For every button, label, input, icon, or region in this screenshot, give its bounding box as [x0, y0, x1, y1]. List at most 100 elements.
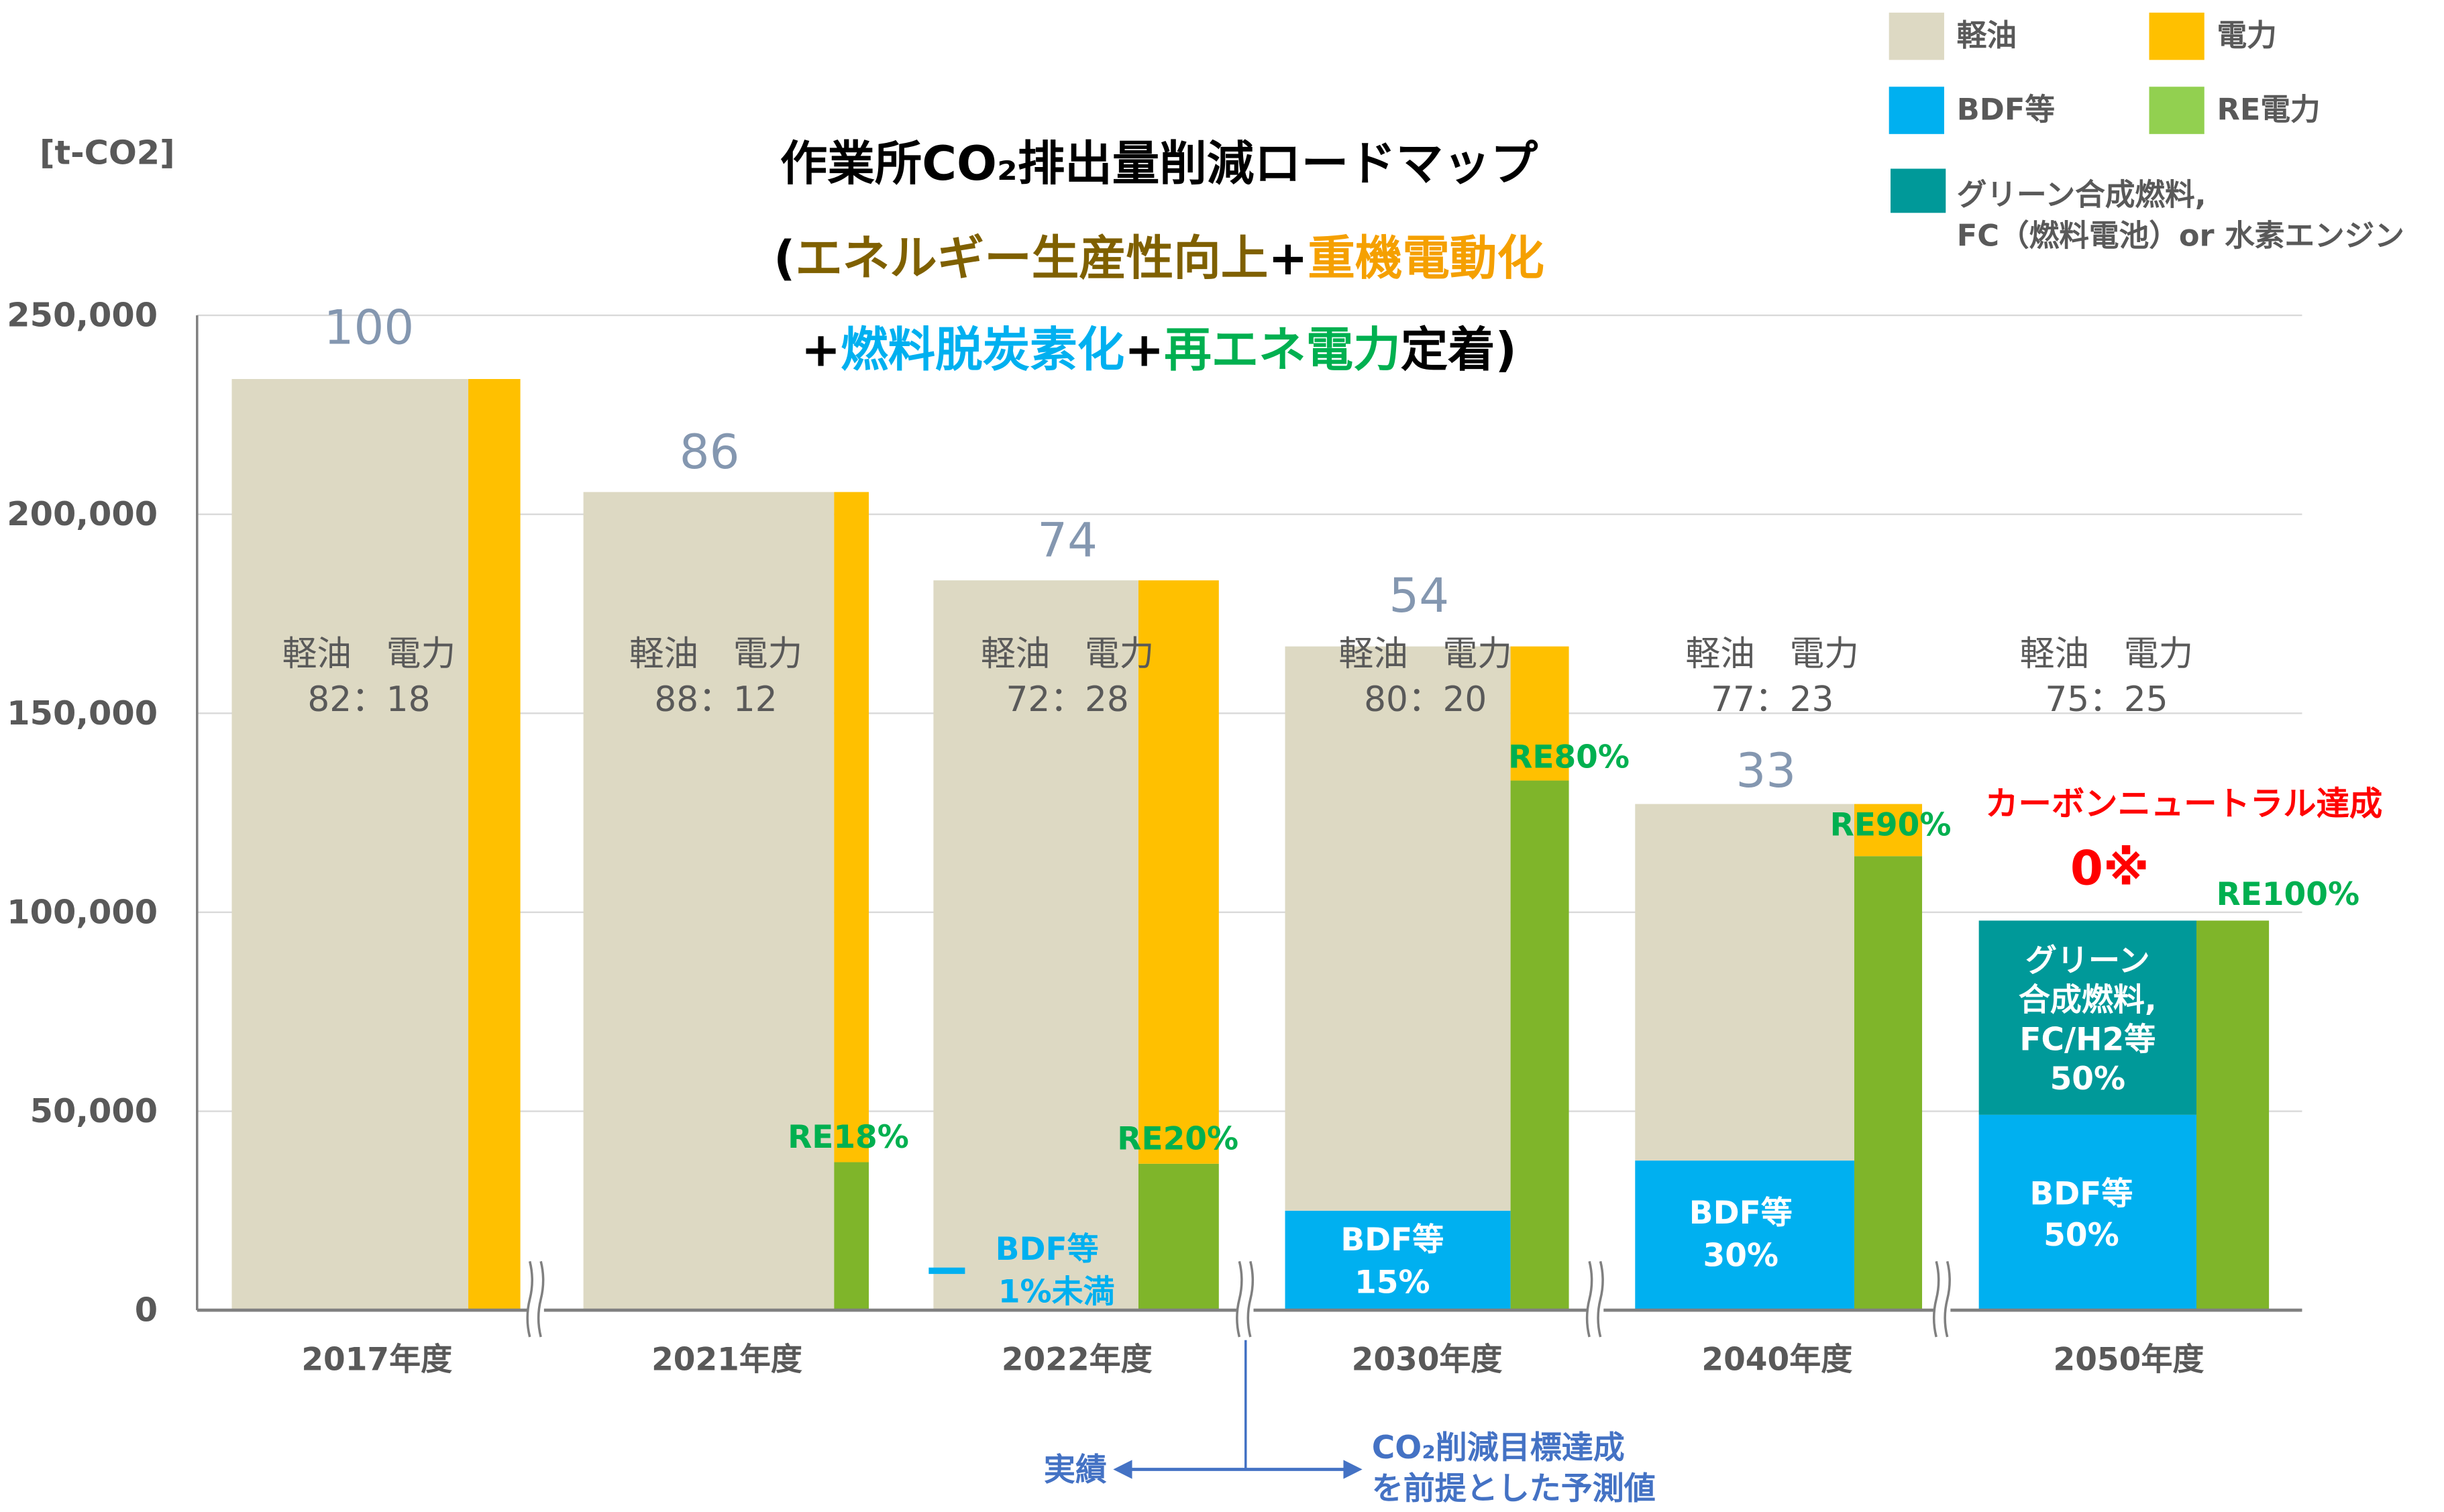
- bar-re-electricity: [1510, 780, 1569, 1311]
- legend-label-synth-2: FC（燃料電池）or 水素エンジン: [1957, 219, 2404, 254]
- bar-electricity: [468, 379, 521, 1311]
- axis-break-gap: [1587, 1305, 1604, 1315]
- timeline-divider: 実績 CO₂削減目標達成 を前提とした予測値: [1044, 1340, 1656, 1507]
- bar-re-electricity: [1138, 1163, 1219, 1311]
- x-tick-label: 2017年度: [301, 1341, 452, 1378]
- ratio-header: 軽油 電力: [1338, 634, 1511, 674]
- synth-label: 50%: [2050, 1061, 2126, 1097]
- re-label: RE100%: [2217, 876, 2360, 913]
- bar-re-electricity: [1854, 856, 1923, 1311]
- ratio-value: 88：12: [654, 680, 777, 720]
- bar-diesel: [1285, 646, 1511, 1211]
- x-tick-label: 2040年度: [1701, 1341, 1852, 1378]
- bar-electricity: [1138, 580, 1219, 1164]
- synth-label: FC/H2等: [2019, 1021, 2156, 1058]
- y-tick-label: 0: [135, 1291, 158, 1330]
- axis-break-icon: [1236, 1260, 1243, 1338]
- carbon-neutral-value: 0※: [2070, 841, 2149, 896]
- bar-electricity: [1854, 804, 1923, 857]
- y-tick-label: 250,000: [7, 296, 158, 335]
- bdf-labels: BDF等 1%未満 BDF等 15% BDF等 30% BDF等 50% グリー…: [928, 942, 2157, 1310]
- legend-label-diesel: 軽油: [1957, 18, 2017, 53]
- axis-break-gap: [1238, 1305, 1254, 1315]
- bar-electricity: [1510, 646, 1569, 781]
- axis-break-icon: [537, 1260, 545, 1338]
- axis-break-gap: [1934, 1305, 1951, 1315]
- bar-re-electricity: [834, 1162, 869, 1311]
- legend: 軽油 電力 BDF等 RE電力 グリーン合成燃料, FC（燃料電池）or 水素エ…: [1889, 12, 2404, 254]
- re-label: RE90%: [1830, 807, 1952, 844]
- carbon-neutral-text: カーボンニュートラル達成: [1985, 784, 2382, 823]
- bar-diesel: [583, 492, 835, 1311]
- ratio-value: 72：28: [1006, 680, 1129, 720]
- axis-break-icon: [1246, 1260, 1255, 1338]
- arrow-left-icon: [1113, 1460, 1132, 1479]
- y-tick-label: 200,000: [7, 494, 158, 533]
- legend-label-synth: グリーン合成燃料,: [1957, 178, 2207, 213]
- bar-re-electricity: [2196, 920, 2270, 1311]
- bdf-label: BDF等: [1689, 1195, 1793, 1232]
- title-line3: +燃料脱炭素化+再エネ電力定着): [801, 322, 1517, 377]
- arrow-right-icon: [1343, 1460, 1363, 1479]
- carbon-neutral-note: カーボンニュートラル達成 0※: [1985, 784, 2382, 896]
- legend-label-re: RE電力: [2217, 93, 2321, 127]
- synth-label: グリーン: [2025, 942, 2150, 979]
- actual-label: 実績: [1044, 1452, 1107, 1489]
- forecast-label-2: を前提とした予測値: [1372, 1470, 1656, 1507]
- bdf-label: BDF等: [2029, 1176, 2133, 1213]
- index-labels: 100 86 74 54 33: [324, 300, 1797, 798]
- ratio-header: 軽油 電力: [282, 634, 456, 674]
- legend-label-electricity: 電力: [2217, 18, 2277, 53]
- re-label: RE20%: [1117, 1120, 1238, 1157]
- ratio-header: 軽油 電力: [981, 634, 1154, 674]
- re-label: RE18%: [788, 1119, 909, 1156]
- legend-swatch-synth: [1891, 168, 1946, 213]
- y-tick-label: 50,000: [30, 1091, 158, 1130]
- axes: 0 50,000 100,000 150,000 200,000 250,000 2017年…: [7, 296, 2302, 1378]
- synth-label: 合成燃料,: [2019, 982, 2157, 1019]
- ratio-value: 82：18: [307, 680, 430, 720]
- bar-bdf: [1285, 1210, 1511, 1311]
- ratio-header: 軽油 電力: [2020, 634, 2193, 674]
- bdf-label: 30%: [1703, 1237, 1779, 1274]
- bars: [231, 379, 2270, 1311]
- bar-bdf: [1635, 1160, 1854, 1311]
- x-tick-label: 2050年度: [2054, 1341, 2204, 1378]
- bdf-label: 50%: [2043, 1217, 2119, 1254]
- x-tick-label: 2021年度: [651, 1341, 802, 1378]
- axis-break-icon: [1932, 1260, 1940, 1338]
- y-axis-unit: [t-CO2]: [40, 133, 175, 172]
- index-label: 33: [1736, 743, 1797, 798]
- x-tick-label: 2030年度: [1352, 1341, 1503, 1378]
- bar-bdf: [1978, 1114, 2196, 1311]
- re-label: RE80%: [1508, 739, 1630, 776]
- axis-break-icon: [1944, 1260, 1951, 1338]
- bar-diesel: [1635, 804, 1854, 1161]
- legend-swatch-bdf: [1889, 87, 1944, 134]
- ratio-value: 80：20: [1364, 680, 1487, 720]
- bar-electricity: [834, 492, 869, 1163]
- bdf-label: BDF等: [1340, 1222, 1444, 1258]
- ratio-value: 75：25: [2045, 680, 2168, 720]
- bar-diesel: [231, 379, 469, 1311]
- index-label: 100: [324, 300, 415, 355]
- bdf-label: 15%: [1354, 1264, 1430, 1301]
- index-label: 74: [1037, 513, 1098, 568]
- y-tick-label: 150,000: [7, 694, 158, 733]
- forecast-label-1: CO₂削減目標達成: [1372, 1429, 1625, 1466]
- legend-swatch-electricity: [2149, 12, 2204, 60]
- chart-title: 作業所CO₂排出量削減ロードマップ (エネルギー生産性向上+重機電動化 +燃料脱…: [774, 136, 1544, 377]
- axis-break-gap: [528, 1305, 544, 1315]
- ratio-value: 77：23: [1711, 680, 1834, 720]
- legend-swatch-re: [2149, 87, 2204, 134]
- bdf-label: 1%未満: [998, 1273, 1115, 1310]
- index-label: 54: [1389, 568, 1449, 623]
- x-tick-label: 2022年度: [1002, 1341, 1153, 1378]
- title-line2: (エネルギー生産性向上+重機電動化: [774, 231, 1544, 286]
- ratio-header: 軽油 電力: [629, 634, 802, 674]
- index-label: 86: [680, 425, 740, 480]
- ratio-header: 軽油 電力: [1686, 634, 1859, 674]
- axis-break-icon: [1597, 1260, 1604, 1338]
- bdf-label: BDF等: [996, 1231, 1099, 1268]
